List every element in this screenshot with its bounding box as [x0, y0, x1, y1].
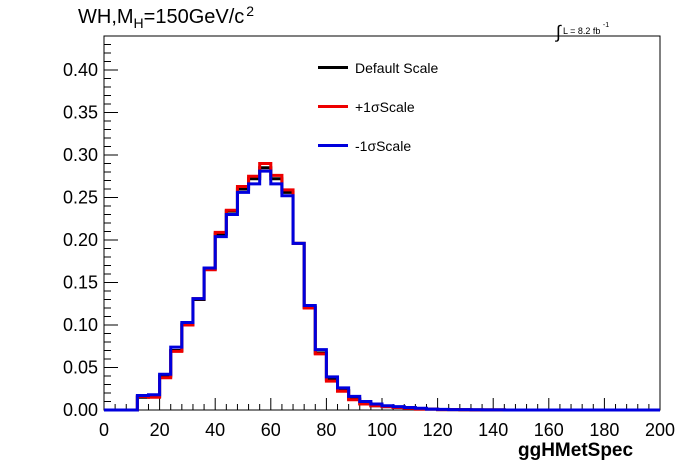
x-tick-label: 0 [99, 420, 109, 440]
legend-item-minus: -1σScale [318, 136, 438, 155]
legend-label-minus: -1σScale [355, 137, 412, 154]
x-axis: 0 20 40 60 80 100 120 140 160 180 200 [99, 398, 675, 440]
y-tick-label: 0.10 [63, 315, 98, 335]
x-tick-label: 140 [478, 420, 508, 440]
x-tick-label: 60 [261, 420, 281, 440]
legend-swatch-plus [318, 105, 348, 108]
x-axis-label: ggHMetSpec [518, 440, 634, 461]
x-tick-label: 200 [645, 420, 675, 440]
y-tick-label: 0.40 [63, 60, 98, 80]
legend-item-default: Default Scale [318, 58, 438, 77]
x-tick-label: 120 [423, 420, 453, 440]
x-tick-label: 80 [316, 420, 336, 440]
y-tick-label: 0.05 [63, 358, 98, 378]
legend-item-plus: +1σScale [318, 97, 438, 116]
x-tick-label: 100 [367, 420, 397, 440]
series-line-2 [104, 169, 660, 412]
y-tick-label: 0.35 [63, 103, 98, 123]
y-axis: 0.00 0.05 0.10 0.15 0.20 0.25 0.30 0.35 0.40 [63, 35, 118, 420]
y-tick-label: 0.20 [63, 230, 98, 250]
y-tick-label: 0.25 [63, 188, 98, 208]
x-tick-label: 20 [150, 420, 170, 440]
legend-label-plus: +1σScale [355, 98, 415, 115]
plot-title: WH,MH=150GeV/c 2 [78, 3, 255, 31]
legend-swatch-default [318, 66, 348, 69]
legend-swatch-minus [318, 144, 348, 147]
y-tick-label: 0.00 [63, 400, 98, 420]
x-tick-label: 180 [589, 420, 619, 440]
y-tick-label: 0.15 [63, 273, 98, 293]
series-line-0 [104, 166, 660, 412]
y-tick-label: 0.30 [63, 145, 98, 165]
legend: Default Scale +1σScale -1σScale [318, 58, 438, 175]
x-tick-label: 160 [534, 420, 564, 440]
series-line-1 [104, 162, 660, 412]
series-layer [104, 162, 660, 412]
legend-label-default: Default Scale [355, 59, 439, 76]
integral-symbol: ∫ [556, 22, 561, 42]
x-tick-label: 40 [205, 420, 225, 440]
luminosity-label: ∫ L = 8.2 fb -1 [556, 22, 610, 42]
